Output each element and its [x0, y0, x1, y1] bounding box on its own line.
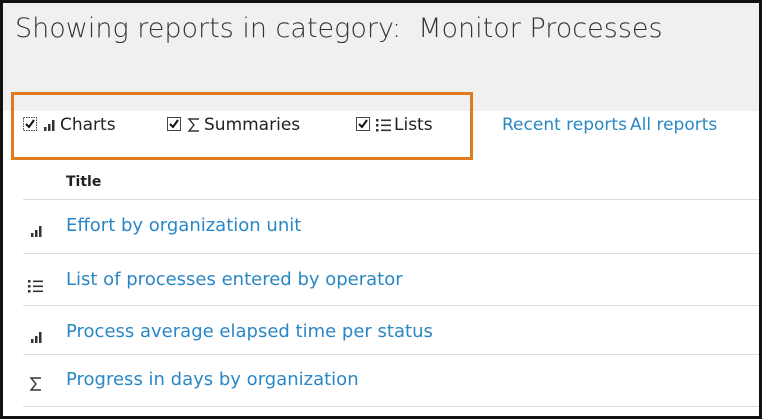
separator — [23, 199, 759, 200]
link[interactable]: Recent reports — [502, 115, 627, 135]
sigma-icon — [187, 118, 199, 132]
chart-icon — [44, 120, 55, 131]
report-link[interactable]: Effort by organization unit — [66, 215, 302, 236]
chart-icon — [31, 332, 42, 343]
link[interactable]: All reports — [630, 115, 718, 135]
list-icon — [376, 119, 391, 132]
highlight-box — [11, 92, 473, 160]
page-title: Showing reports in category: Monitor Pro… — [15, 13, 663, 44]
filter-label[interactable]: Lists — [394, 115, 433, 135]
separator — [23, 253, 759, 254]
report-link[interactable]: Progress in days by organization — [66, 369, 359, 390]
report-link[interactable]: List of processes entered by operator — [66, 269, 403, 290]
checkbox[interactable] — [166, 116, 182, 132]
checkbox[interactable] — [355, 116, 371, 132]
report-link[interactable]: Process average elapsed time per status — [66, 321, 433, 342]
checkbox[interactable] — [22, 116, 38, 132]
list-icon — [28, 280, 43, 293]
separator — [23, 305, 759, 306]
chart-icon — [31, 226, 42, 237]
column-header: Title — [66, 174, 102, 190]
filter-label[interactable]: Charts — [60, 115, 116, 135]
separator — [23, 354, 759, 355]
filter-label[interactable]: Summaries — [204, 115, 301, 135]
sigma-icon — [29, 377, 41, 391]
separator — [23, 406, 759, 407]
